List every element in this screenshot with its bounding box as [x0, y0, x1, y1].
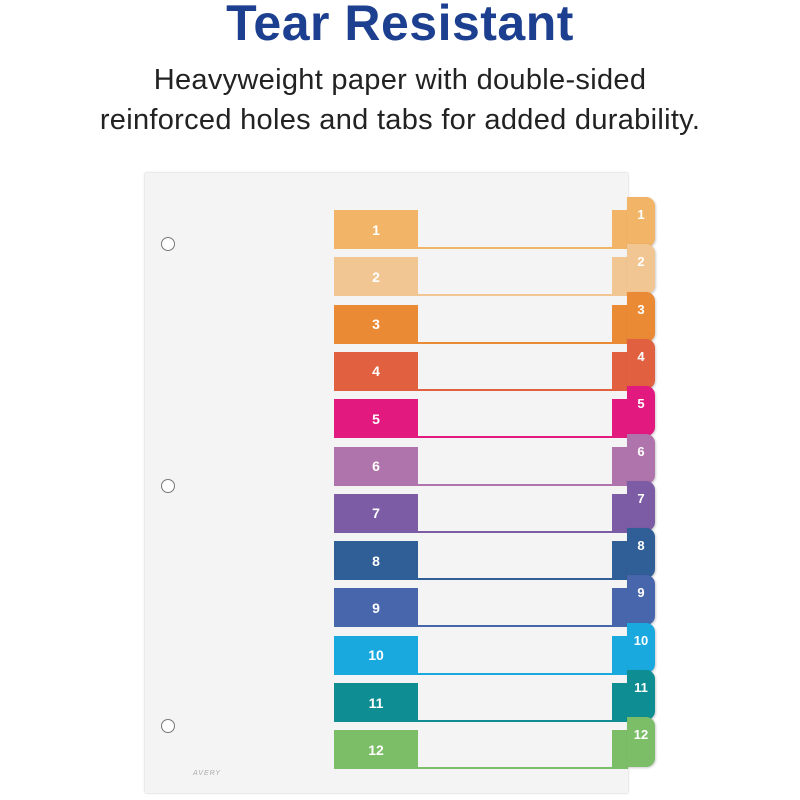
toc-edge-block	[612, 635, 628, 675]
divider-tab-9[interactable]: 9	[627, 575, 655, 626]
divider-sheet: 1 2 3 4 5 6 7 8 9 10 11 12	[145, 173, 628, 793]
toc-row: 10	[334, 635, 628, 675]
toc-number-block: 5	[334, 399, 418, 439]
toc-edge-block	[612, 257, 628, 297]
toc-entry-line	[418, 436, 612, 439]
binder-hole	[161, 719, 175, 733]
toc-row: 9	[334, 588, 628, 628]
divider-tab-3[interactable]: 3	[627, 291, 655, 342]
toc-number-block: 6	[334, 446, 418, 486]
binder-hole	[161, 237, 175, 251]
toc-number-block: 1	[334, 210, 418, 249]
avery-logo: AVERY	[193, 770, 222, 777]
toc-entry-line	[418, 341, 612, 344]
toc-row: 4	[334, 351, 628, 391]
toc-row: 5	[334, 399, 628, 439]
toc-edge-block	[612, 588, 628, 628]
divider-tab-12[interactable]: 12	[627, 717, 655, 768]
toc-entry-line	[418, 294, 612, 297]
toc-row: 6	[334, 446, 628, 486]
binder-hole	[161, 479, 175, 493]
divider-tab-7[interactable]: 7	[627, 480, 655, 531]
toc-edge-block	[612, 210, 628, 249]
toc-row: 3	[334, 304, 628, 344]
toc-row: 2	[334, 257, 628, 297]
subtitle-line-1: Heavyweight paper with double-sided	[153, 64, 647, 96]
divider-tab-8[interactable]: 8	[627, 528, 655, 579]
toc-row: 7	[334, 493, 628, 533]
toc-row: 8	[334, 541, 628, 581]
toc-entry-line	[418, 483, 612, 486]
divider-tab-5[interactable]: 5	[627, 386, 655, 437]
toc-entry-line	[418, 247, 612, 249]
toc-entry-line	[418, 388, 612, 391]
toc-edge-block	[612, 351, 628, 391]
toc-number-block: 2	[334, 257, 418, 297]
toc-number-block: 3	[334, 304, 418, 344]
toc-number-block: 11	[334, 683, 418, 722]
toc-row: 12	[334, 730, 628, 770]
toc-edge-block	[612, 730, 628, 770]
subtitle: Heavyweight paper with double-sided rein…	[0, 60, 800, 140]
toc-number-block: 9	[334, 588, 418, 628]
divider-tab-6[interactable]: 6	[627, 433, 655, 484]
toc-number-block: 8	[334, 541, 418, 581]
divider-tab-11[interactable]: 11	[627, 670, 655, 720]
toc-entry-line	[418, 530, 612, 533]
subtitle-line-2: reinforced holes and tabs for added dura…	[99, 104, 701, 136]
toc-row: 11	[334, 683, 628, 722]
toc-edge-block	[612, 541, 628, 581]
divider-tab-2[interactable]: 2	[627, 244, 655, 295]
toc-entry-line	[418, 578, 612, 581]
page-title: Tear Resistant	[226, 0, 574, 51]
toc-number-block: 10	[334, 635, 418, 675]
toc-edge-block	[612, 304, 628, 344]
toc-row: 1	[334, 210, 628, 249]
divider-tab-10[interactable]: 10	[627, 622, 655, 673]
toc-entry-line	[418, 767, 612, 770]
toc-entry-line	[418, 672, 612, 675]
toc-entry-line	[418, 720, 612, 722]
toc-number-block: 12	[334, 730, 418, 770]
toc-number-block: 4	[334, 351, 418, 391]
divider-tab-4[interactable]: 4	[627, 338, 655, 389]
toc-edge-block	[612, 446, 628, 486]
toc-edge-block	[612, 399, 628, 439]
toc-edge-block	[612, 683, 628, 722]
toc-entry-line	[418, 625, 612, 628]
divider-tab-1[interactable]: 1	[627, 197, 655, 247]
toc-number-block: 7	[334, 493, 418, 533]
toc-edge-block	[612, 493, 628, 533]
